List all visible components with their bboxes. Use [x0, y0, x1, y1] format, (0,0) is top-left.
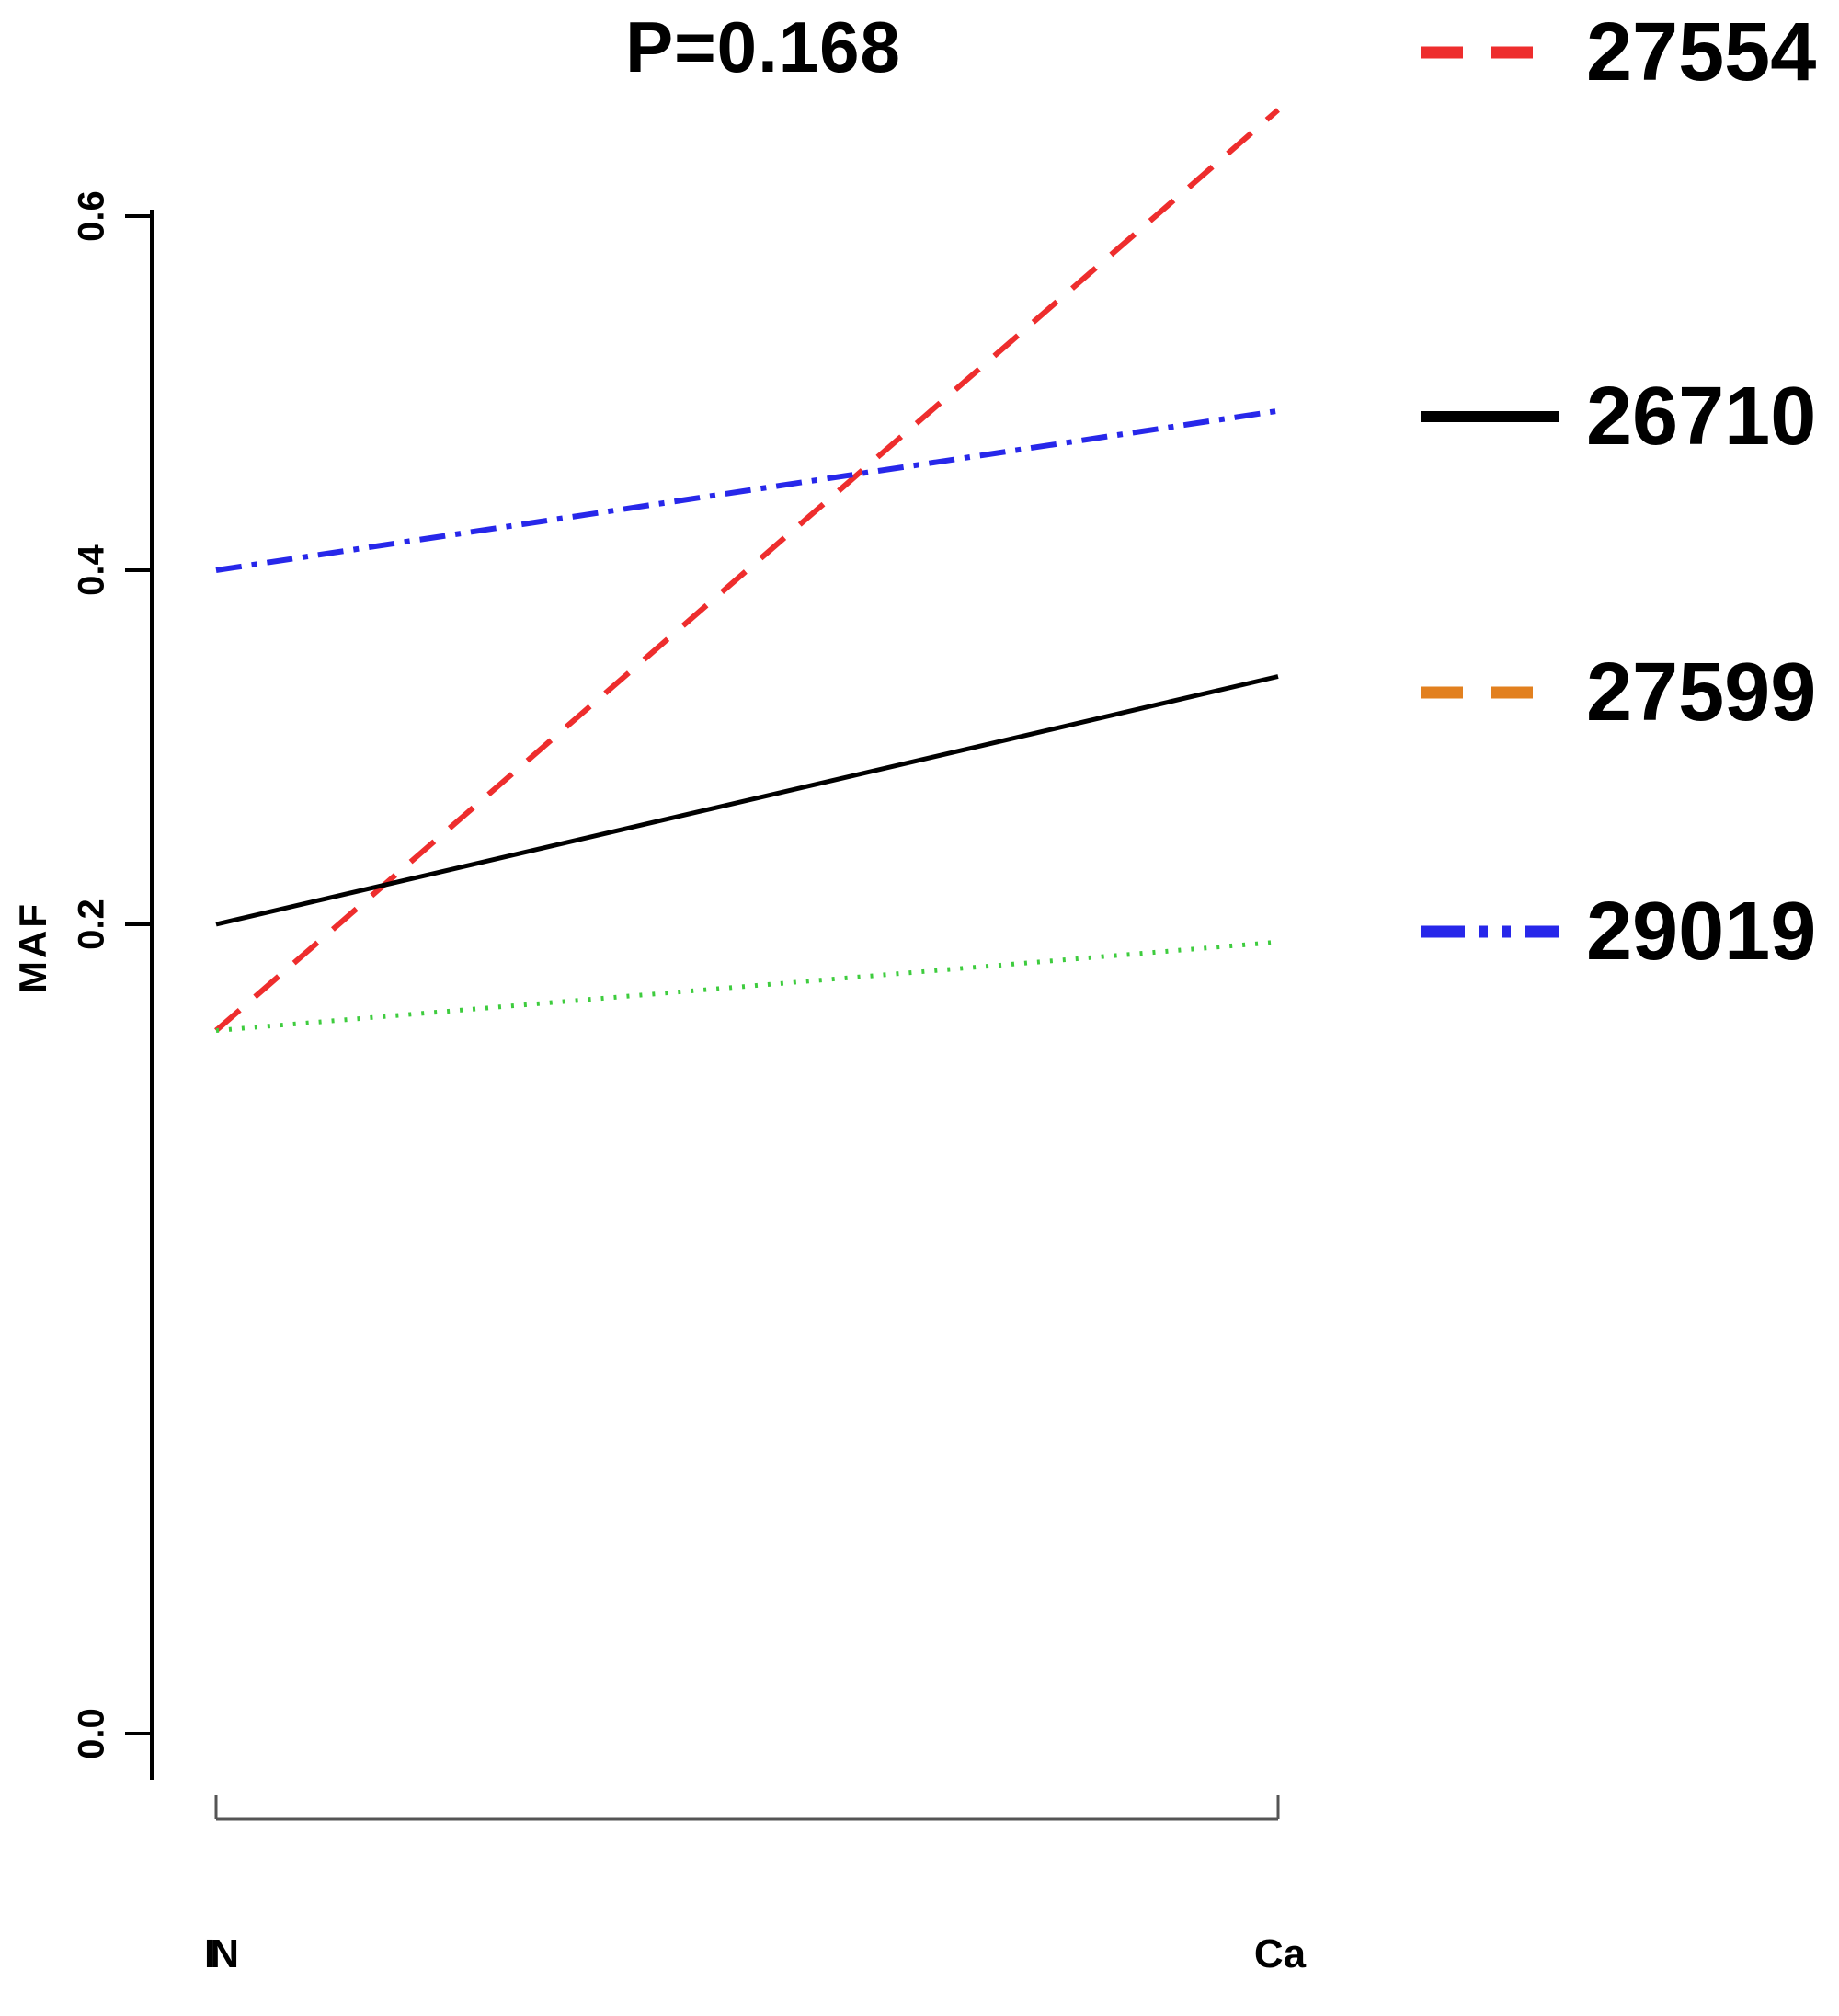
legend-swatch-dashed-orange-icon — [1421, 686, 1559, 699]
legend-item-26710: 26710 — [1421, 375, 1816, 458]
legend-item-29019: 29019 — [1421, 890, 1816, 973]
legend-label: 26710 — [1586, 371, 1817, 463]
x-tick-label-in: IN — [204, 1931, 239, 1976]
y-tick-label: 0.6 — [72, 190, 112, 242]
legend-label: 27599 — [1586, 647, 1817, 739]
legend: 27554 26710 27599 29019 — [1421, 0, 1839, 1104]
legend-item-27599: 27599 — [1421, 651, 1816, 734]
series-line-26710 — [215, 674, 1279, 927]
legend-swatch-solid-black-icon — [1421, 411, 1559, 422]
legend-swatch-dashdot-blue-icon — [1421, 925, 1559, 938]
legend-label: 29019 — [1586, 886, 1817, 978]
y-tick-label: 0.2 — [72, 899, 112, 950]
y-tick-label: 0.4 — [72, 544, 112, 595]
x-tick-label-ca: Ca — [1253, 1931, 1307, 1976]
series-line-27599 — [215, 939, 1279, 1033]
y-tick-label: 0.0 — [72, 1708, 112, 1759]
legend-swatch-dashed-red-icon — [1421, 46, 1559, 59]
legend-item-27554: 27554 — [1421, 11, 1816, 94]
chart-title: P=0.168 — [625, 6, 901, 87]
series-line-27554 — [214, 108, 1280, 1033]
series-line-29019 — [215, 407, 1279, 573]
legend-label: 27554 — [1586, 6, 1817, 98]
